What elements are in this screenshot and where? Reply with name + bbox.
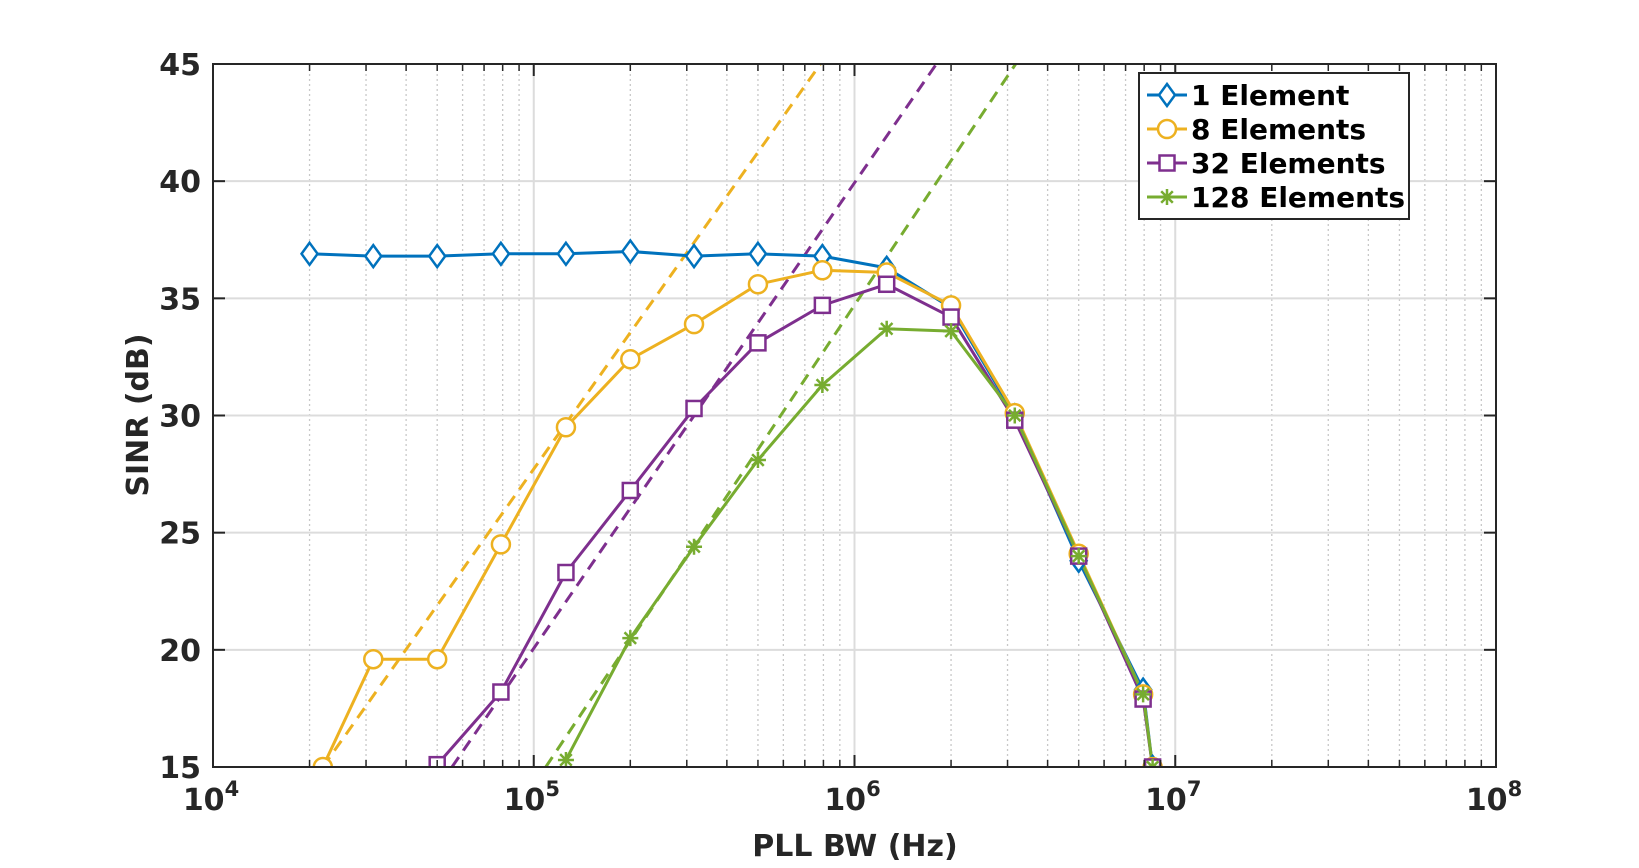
data-point-128-elements [622, 630, 639, 647]
y-tick-label: 40 [159, 165, 201, 200]
y-tick-label: 25 [159, 517, 201, 552]
x-tick-label: 104 [183, 777, 239, 818]
data-point-32-elements [492, 683, 510, 701]
data-point-128-elements [749, 452, 766, 469]
y-tick-label: 35 [159, 282, 201, 317]
x-tick-label: 105 [504, 777, 560, 818]
data-point-8-elements [312, 756, 334, 767]
data-point-128-elements [814, 377, 831, 394]
y-tick-label: 30 [159, 400, 201, 435]
data-point-8-elements [426, 648, 448, 670]
data-point-8-elements [363, 648, 384, 670]
data-point-1-element [300, 240, 320, 267]
data-point-1-element [620, 238, 640, 265]
data-point-8-elements [812, 259, 833, 281]
data-point-128-elements [1006, 407, 1023, 424]
tick-labels: 104 105 106 107 108 15 20 25 30 35 40 45 [159, 48, 1522, 818]
data-point-32-elements [685, 399, 703, 418]
data-point-32-elements [621, 481, 640, 500]
legend-label-8-elements: 8 Elements [1191, 113, 1366, 146]
x-tick-label: 106 [824, 777, 880, 818]
data-point-8-elements [490, 534, 512, 555]
data-point-1-element [491, 240, 511, 267]
data-point-1-element [363, 243, 383, 270]
data-point-8-elements [555, 416, 577, 438]
legend-label-1-element: 1 Element [1191, 79, 1349, 112]
data-point-32-elements [749, 334, 767, 352]
data-point-1-element [556, 240, 576, 267]
data-point-1-element [427, 243, 447, 270]
data-point-32-elements [942, 308, 960, 326]
x-tick-label: 107 [1145, 777, 1201, 818]
data-point-32-elements [877, 275, 896, 294]
y-tick-label: 45 [159, 48, 201, 83]
data-point-32-elements [813, 296, 832, 315]
data-point-128-elements [686, 538, 703, 555]
legend-marker-128-elements [1159, 189, 1175, 205]
series-markers [300, 238, 1163, 767]
legend-box [1138, 72, 1410, 220]
data-point-1-element [748, 240, 768, 267]
data-point-128-elements [1135, 686, 1152, 703]
data-point-8-elements [683, 313, 705, 335]
y-tick-label: 20 [159, 634, 201, 669]
legend-label-128-elements: 128 Elements [1191, 181, 1405, 214]
legend-marker-8-elements [1156, 118, 1178, 140]
reference-line-8-elements [321, 64, 822, 767]
y-axis-title: SINR (dB) [121, 333, 156, 496]
data-point-32-elements [557, 563, 575, 582]
data-point-8-elements [747, 274, 769, 295]
data-point-1-element [684, 243, 704, 270]
data-point-8-elements [620, 349, 641, 370]
legend-marker-1-element [1157, 81, 1177, 109]
data-point-128-elements [878, 320, 895, 337]
y-tick-label: 15 [159, 751, 201, 786]
legend-marker-32-elements [1158, 154, 1176, 172]
data-point-128-elements [943, 323, 960, 340]
x-axis-title: PLL BW (Hz) [752, 829, 957, 864]
legend-label-32-elements: 32 Elements [1191, 147, 1386, 180]
data-point-128-elements [557, 751, 574, 767]
x-tick-label: 108 [1466, 777, 1522, 818]
axis-ticks [212, 63, 1497, 768]
data-point-128-elements [1070, 548, 1087, 565]
